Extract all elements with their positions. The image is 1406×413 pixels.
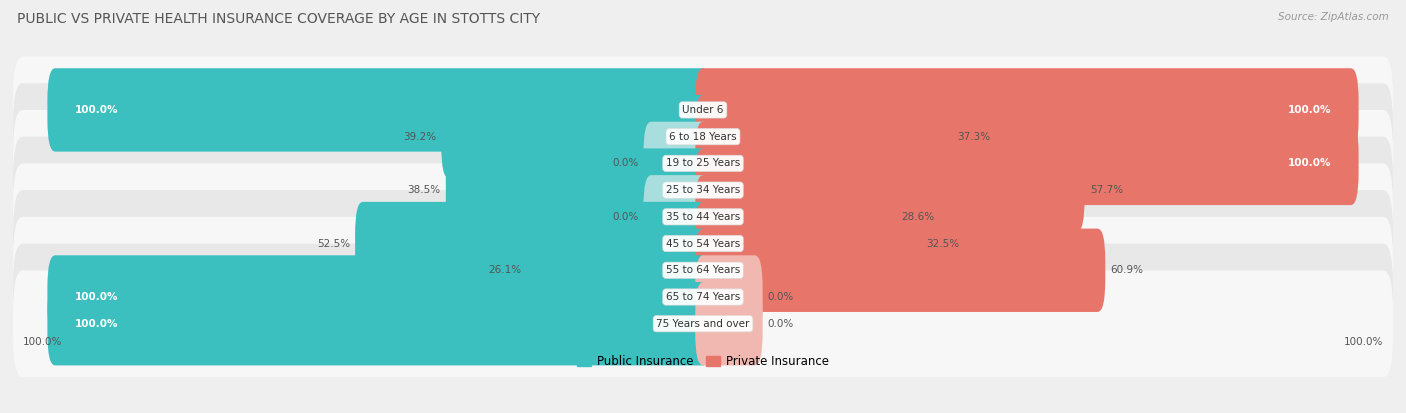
- FancyBboxPatch shape: [13, 270, 1393, 377]
- Text: 0.0%: 0.0%: [612, 158, 638, 169]
- Text: 100.0%: 100.0%: [75, 105, 118, 115]
- Text: 100.0%: 100.0%: [75, 319, 118, 329]
- Text: 32.5%: 32.5%: [927, 239, 960, 249]
- Text: 75 Years and over: 75 Years and over: [657, 319, 749, 329]
- Text: 100.0%: 100.0%: [22, 337, 62, 347]
- Text: 100.0%: 100.0%: [1344, 337, 1384, 347]
- Text: 37.3%: 37.3%: [957, 132, 991, 142]
- FancyBboxPatch shape: [13, 110, 1393, 217]
- Text: 0.0%: 0.0%: [768, 292, 794, 302]
- FancyBboxPatch shape: [695, 228, 1105, 312]
- Text: Under 6: Under 6: [682, 105, 724, 115]
- Text: 38.5%: 38.5%: [408, 185, 440, 195]
- FancyBboxPatch shape: [48, 255, 711, 339]
- Text: 28.6%: 28.6%: [901, 212, 935, 222]
- Text: 100.0%: 100.0%: [1288, 158, 1331, 169]
- FancyBboxPatch shape: [526, 228, 711, 312]
- Text: 52.5%: 52.5%: [316, 239, 350, 249]
- Text: 0.0%: 0.0%: [612, 212, 638, 222]
- FancyBboxPatch shape: [695, 282, 762, 366]
- Text: 60.9%: 60.9%: [1111, 265, 1143, 275]
- FancyBboxPatch shape: [695, 202, 921, 285]
- FancyBboxPatch shape: [13, 190, 1393, 297]
- Text: 0.0%: 0.0%: [768, 319, 794, 329]
- FancyBboxPatch shape: [644, 122, 711, 205]
- Text: 25 to 34 Years: 25 to 34 Years: [666, 185, 740, 195]
- Text: 100.0%: 100.0%: [1288, 105, 1331, 115]
- Legend: Public Insurance, Private Insurance: Public Insurance, Private Insurance: [578, 355, 828, 368]
- Text: 57.7%: 57.7%: [1090, 185, 1123, 195]
- FancyBboxPatch shape: [695, 68, 1358, 152]
- FancyBboxPatch shape: [695, 95, 952, 178]
- FancyBboxPatch shape: [13, 137, 1393, 244]
- FancyBboxPatch shape: [446, 148, 711, 232]
- FancyBboxPatch shape: [13, 217, 1393, 324]
- FancyBboxPatch shape: [695, 122, 1358, 205]
- Text: 45 to 54 Years: 45 to 54 Years: [666, 239, 740, 249]
- Text: 35 to 44 Years: 35 to 44 Years: [666, 212, 740, 222]
- FancyBboxPatch shape: [356, 202, 711, 285]
- Text: 100.0%: 100.0%: [75, 292, 118, 302]
- Text: PUBLIC VS PRIVATE HEALTH INSURANCE COVERAGE BY AGE IN STOTTS CITY: PUBLIC VS PRIVATE HEALTH INSURANCE COVER…: [17, 12, 540, 26]
- FancyBboxPatch shape: [695, 148, 1084, 232]
- Text: 39.2%: 39.2%: [404, 132, 436, 142]
- FancyBboxPatch shape: [13, 164, 1393, 270]
- FancyBboxPatch shape: [644, 175, 711, 259]
- FancyBboxPatch shape: [695, 255, 762, 339]
- FancyBboxPatch shape: [695, 175, 896, 259]
- FancyBboxPatch shape: [13, 57, 1393, 164]
- Text: 6 to 18 Years: 6 to 18 Years: [669, 132, 737, 142]
- FancyBboxPatch shape: [48, 68, 711, 152]
- Text: Source: ZipAtlas.com: Source: ZipAtlas.com: [1278, 12, 1389, 22]
- FancyBboxPatch shape: [13, 83, 1393, 190]
- FancyBboxPatch shape: [13, 244, 1393, 351]
- Text: 19 to 25 Years: 19 to 25 Years: [666, 158, 740, 169]
- Text: 65 to 74 Years: 65 to 74 Years: [666, 292, 740, 302]
- FancyBboxPatch shape: [48, 282, 711, 366]
- FancyBboxPatch shape: [441, 95, 711, 178]
- Text: 26.1%: 26.1%: [488, 265, 522, 275]
- Text: 55 to 64 Years: 55 to 64 Years: [666, 265, 740, 275]
